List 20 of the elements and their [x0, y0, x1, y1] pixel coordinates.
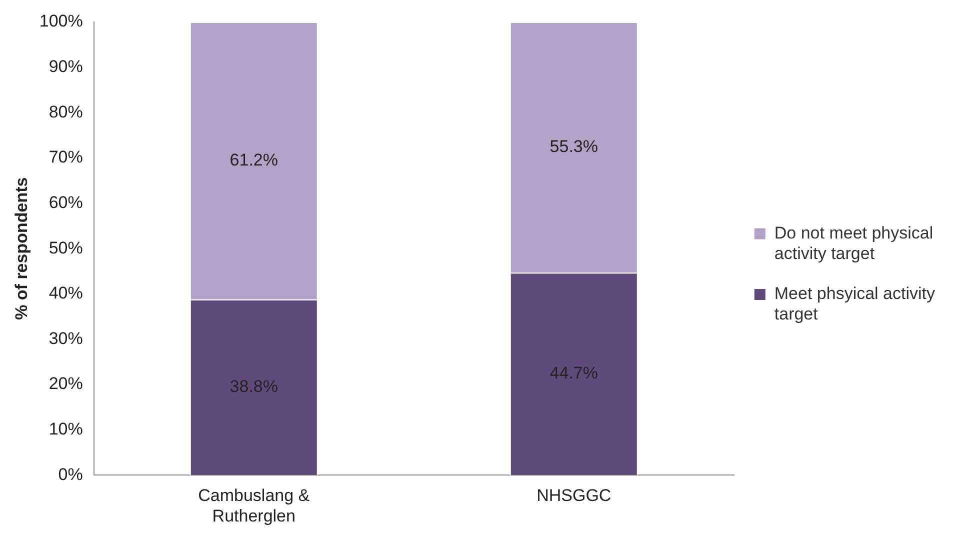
- data-label: 55.3%: [550, 136, 598, 156]
- data-label: 61.2%: [230, 150, 278, 170]
- data-label: 38.8%: [230, 376, 278, 396]
- y-tick-label: 20%: [48, 374, 83, 394]
- y-tick-label: 90%: [48, 57, 83, 76]
- x-tick-label: Cambuslang & Rutherglen: [198, 486, 310, 526]
- y-tick-label: 10%: [48, 420, 83, 439]
- y-tick-label: 0%: [58, 464, 83, 484]
- y-tick-label: 80%: [48, 102, 83, 122]
- data-label: 44.7%: [550, 364, 598, 383]
- legend-label: Do not meet physical activity target: [774, 223, 934, 263]
- y-tick-label: 40%: [48, 284, 83, 303]
- y-axis-title: % of respondents: [12, 177, 31, 320]
- y-tick-label: 100%: [39, 12, 83, 31]
- y-tick-label: 30%: [48, 328, 83, 348]
- legend-label: Meet phsyical activity target: [774, 284, 936, 324]
- y-tick-label: 70%: [48, 148, 83, 167]
- y-tick-label: 50%: [48, 238, 83, 258]
- x-tick-label: NHSGGC: [536, 486, 612, 506]
- y-tick-label: 60%: [48, 192, 83, 212]
